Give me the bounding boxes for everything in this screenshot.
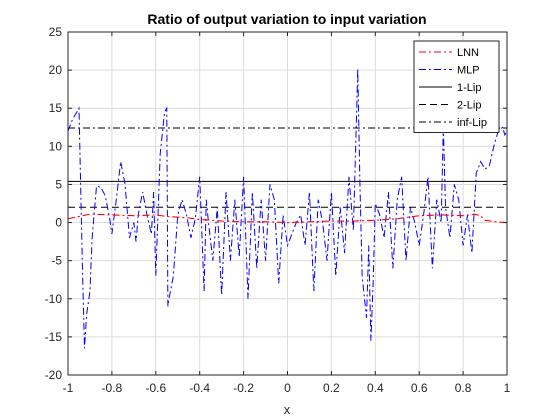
x-axis-label: x bbox=[284, 402, 291, 417]
legend-label: MLP bbox=[457, 65, 480, 77]
y-tick-label: 10 bbox=[49, 139, 63, 153]
x-tick-label: -0.6 bbox=[145, 381, 166, 395]
axis-ticks: -1 -0.8 -0.6 -0.4 -0.2 0 0.2 0.4 0.6 0.8 1 -20 -15 -1… bbox=[45, 25, 511, 395]
x-tick-label: -0.2 bbox=[233, 381, 254, 395]
y-tick-label: -20 bbox=[45, 368, 63, 382]
x-tick-label: -0.8 bbox=[102, 381, 123, 395]
x-tick-label: -1 bbox=[63, 381, 74, 395]
y-tick-label: 0 bbox=[55, 216, 62, 230]
legend-label: 2-Lip bbox=[457, 100, 481, 112]
y-tick-label: -10 bbox=[45, 292, 63, 306]
y-tick-label: -15 bbox=[45, 330, 63, 344]
x-tick-label: -0.4 bbox=[189, 381, 210, 395]
y-tick-label: 25 bbox=[49, 25, 63, 39]
y-tick-label: 5 bbox=[55, 177, 62, 191]
legend: LNN MLP 1-Lip 2-Lip inf-Lip bbox=[413, 40, 500, 133]
y-tick-label: 15 bbox=[49, 101, 63, 115]
series-line-lnn bbox=[67, 213, 508, 224]
y-tick-label: 20 bbox=[49, 63, 63, 77]
legend-label: inf-Lip bbox=[457, 117, 487, 129]
x-tick-label: 0.4 bbox=[367, 381, 384, 395]
y-tick-label: -5 bbox=[51, 254, 62, 268]
x-tick-label: 1 bbox=[504, 381, 511, 395]
x-tick-label: 0.6 bbox=[411, 381, 428, 395]
chart-title: Ratio of output variation to input varia… bbox=[147, 11, 426, 27]
legend-label: LNN bbox=[457, 47, 479, 59]
x-tick-label: 0.8 bbox=[455, 381, 472, 395]
x-tick-label: 0 bbox=[284, 381, 291, 395]
x-tick-label: 0.2 bbox=[323, 381, 340, 395]
legend-label: 1-Lip bbox=[457, 82, 481, 94]
